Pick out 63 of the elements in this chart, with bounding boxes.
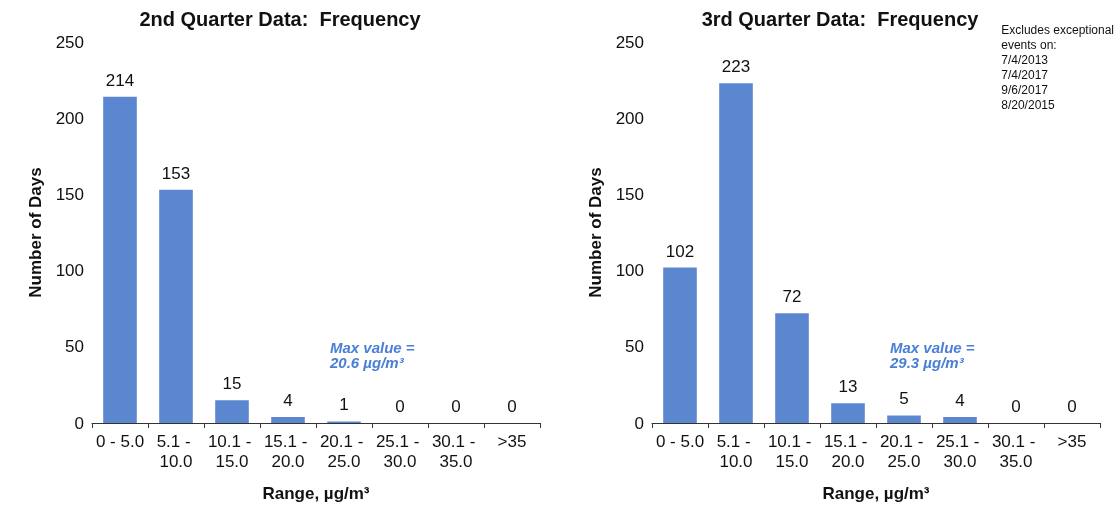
bar — [159, 189, 193, 423]
data-label: 4 — [283, 390, 293, 410]
bar — [887, 415, 921, 423]
data-label: 153 — [161, 163, 191, 183]
data-label: 0 — [451, 397, 461, 416]
bar — [943, 416, 977, 423]
x-tick-label: 20.1 - 25.0 — [319, 431, 369, 471]
annotation: Max value = 20.6 µg/m³ — [329, 339, 415, 371]
bar — [271, 416, 305, 423]
bar — [103, 96, 137, 423]
data-label: 0 — [1011, 397, 1021, 416]
x-tick-label: 10.1 - 15.0 — [207, 431, 257, 471]
x-tick-label: 10.1 - 15.0 — [767, 431, 817, 471]
x-tick-label: 25.1 - 30.0 — [935, 431, 985, 471]
x-tick-label: 5.1 - 10.0 — [156, 431, 196, 471]
data-label: 1 — [339, 395, 349, 415]
x-tick-label: >35 — [497, 431, 527, 451]
x-tick-label: 15.1 - 20.0 — [823, 431, 873, 471]
x-tick-label: 30.1 - 35.0 — [991, 431, 1041, 471]
y-tick-label: 150 — [615, 184, 644, 204]
chart-title: 2nd Quarter Data: Frequency — [139, 8, 422, 30]
y-axis-title: Number of Days — [26, 167, 45, 298]
y-tick-label: 200 — [55, 108, 84, 128]
data-label: 0 — [507, 397, 517, 416]
bar — [215, 400, 249, 423]
data-label: 0 — [395, 397, 405, 416]
x-tick-label: >35 — [1057, 431, 1087, 451]
y-tick-label: 250 — [615, 32, 644, 52]
y-tick-label: 50 — [625, 337, 644, 357]
y-tick-label: 100 — [55, 261, 84, 281]
x-tick-label: 30.1 - 35.0 — [431, 431, 481, 471]
y-tick-label: 200 — [615, 108, 644, 128]
x-axis-title: Range, µg/m³ — [822, 484, 930, 503]
bar — [719, 83, 753, 423]
x-tick-label: 0 - 5.0 — [655, 431, 705, 451]
data-label: 102 — [665, 241, 695, 261]
y-axis-title: Number of Days — [586, 167, 605, 298]
x-tick-label: 15.1 - 20.0 — [263, 431, 313, 471]
data-label: 4 — [955, 390, 965, 410]
data-label: 223 — [721, 57, 751, 77]
bar — [663, 267, 697, 423]
x-axis-title: Range, µg/m³ — [262, 484, 370, 503]
x-tick-label: 0 - 5.0 — [95, 431, 145, 451]
annotation: Excludes exceptional events on: 7/4/2013 7/4/2017 9/6/2017 8/20/2015 — [1001, 22, 1114, 112]
y-tick-label: 50 — [65, 337, 84, 357]
x-tick-label: 20.1 - 25.0 — [879, 431, 929, 471]
y-tick-label: 150 — [55, 184, 84, 204]
y-tick-label: 250 — [55, 32, 84, 52]
bar — [775, 313, 809, 423]
x-tick-label: 5.1 - 10.0 — [716, 431, 756, 471]
data-label: 13 — [838, 377, 858, 397]
y-tick-label: 0 — [74, 413, 84, 433]
bar — [831, 403, 865, 423]
data-label: 72 — [782, 287, 802, 307]
y-tick-label: 100 — [615, 261, 644, 281]
annotation: Max value = 29.3 µg/m³ — [889, 339, 975, 371]
data-label: 214 — [105, 70, 135, 90]
data-label: 5 — [899, 389, 909, 409]
chart-title: 3rd Quarter Data: Frequency — [701, 8, 980, 30]
data-label: 0 — [1067, 397, 1077, 416]
x-tick-label: 25.1 - 30.0 — [375, 431, 425, 471]
data-label: 15 — [222, 374, 242, 394]
y-tick-label: 0 — [634, 413, 644, 433]
